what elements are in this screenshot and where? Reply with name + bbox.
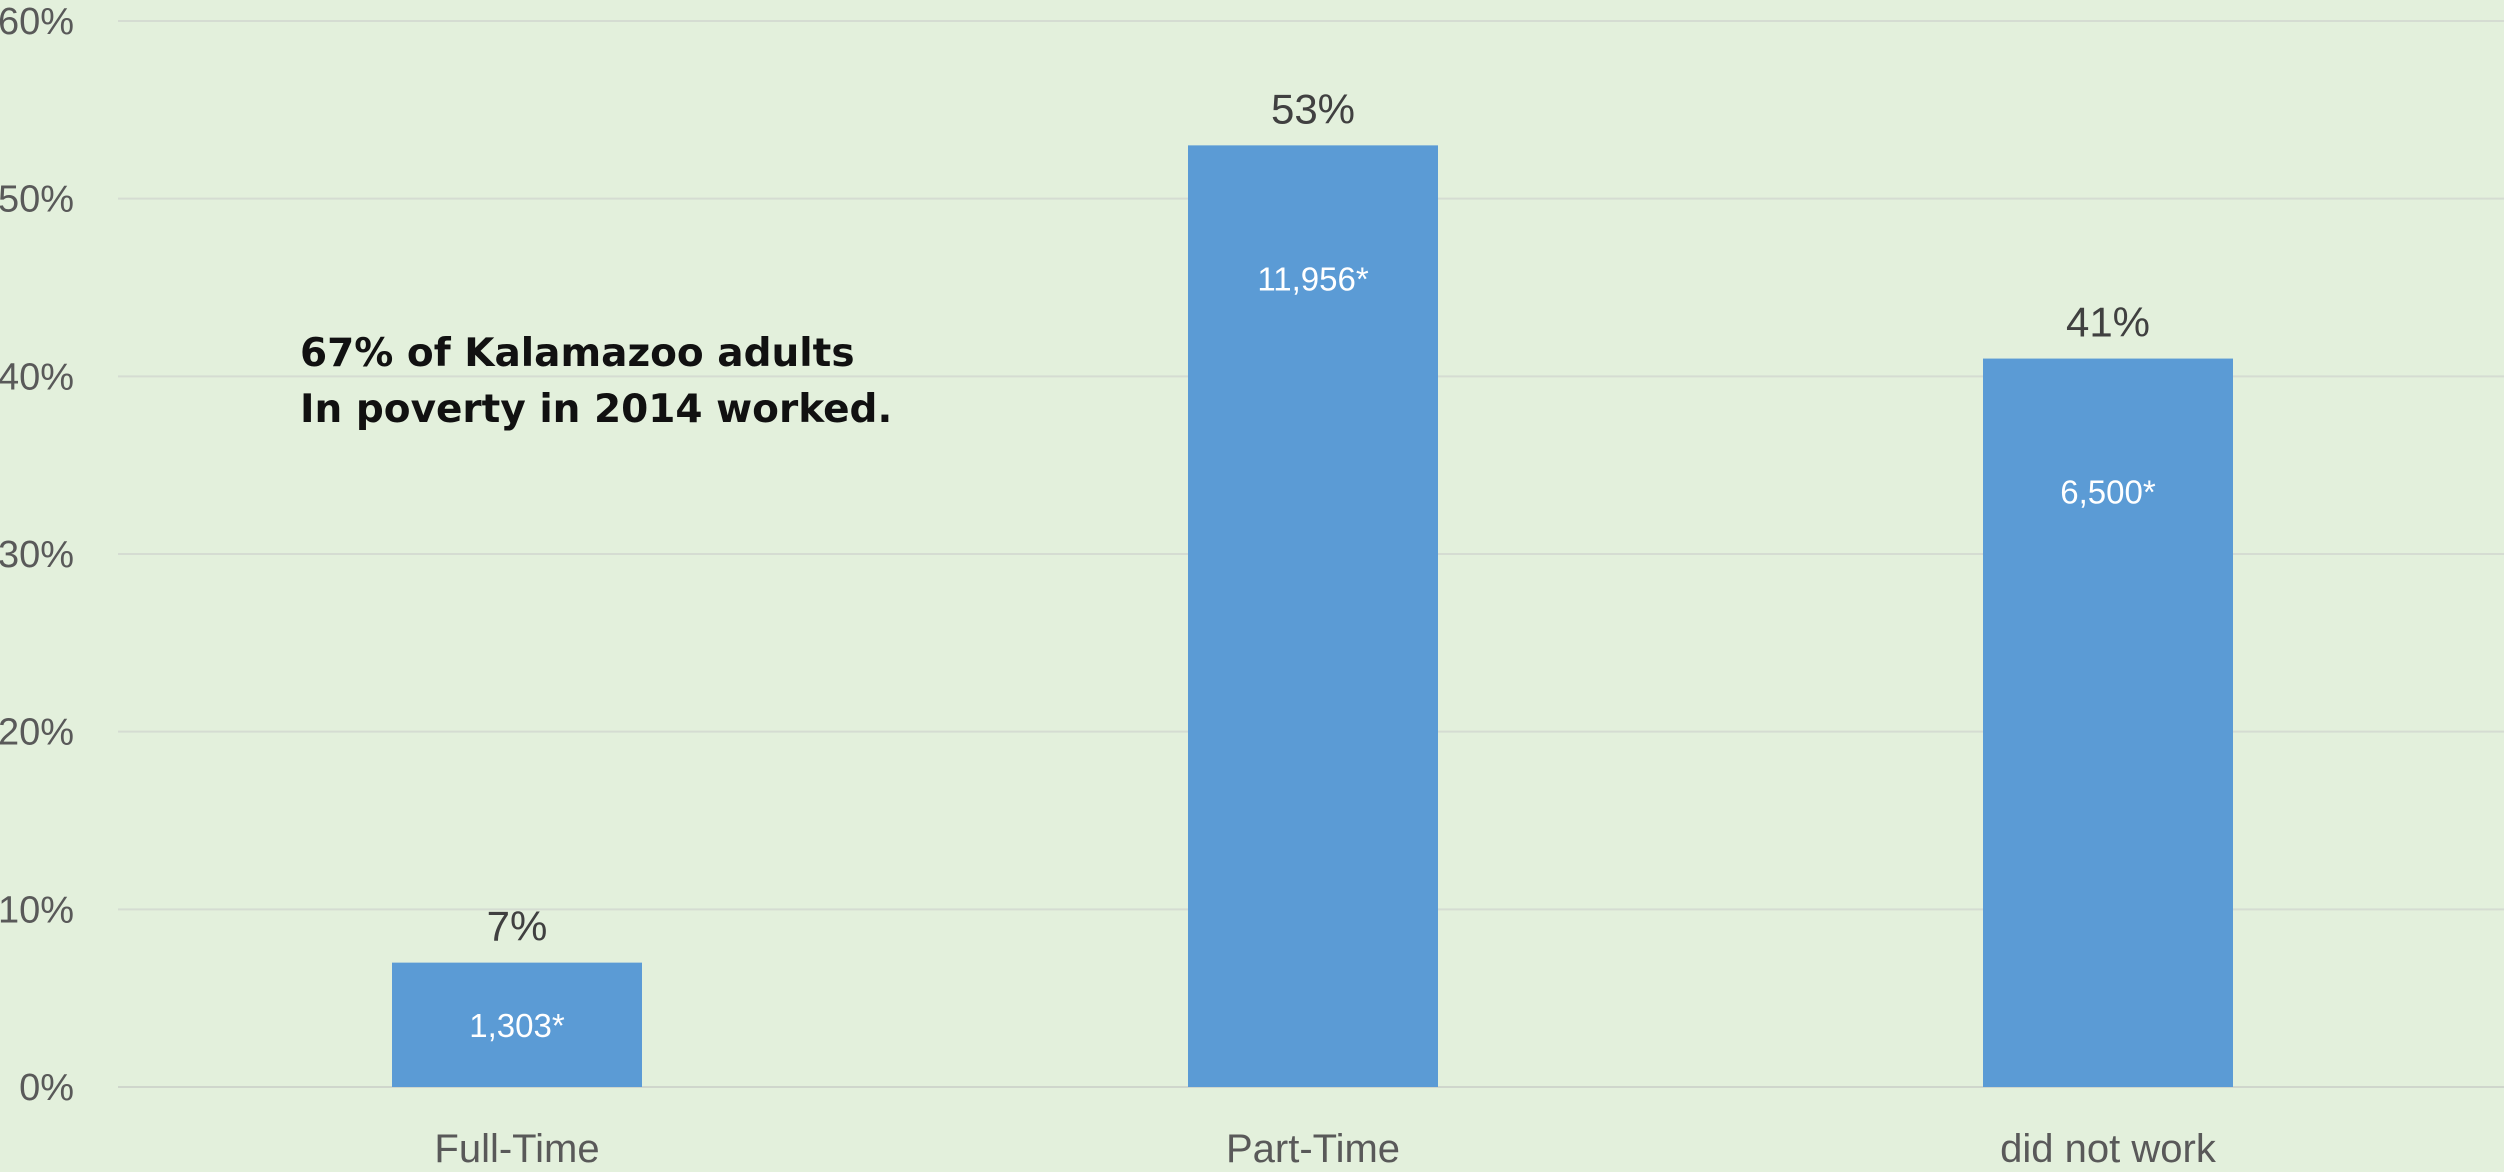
y-tick-label: 0% (19, 1067, 74, 1109)
y-tick-label: 60% (0, 1, 74, 43)
x-tick-label: Full-Time (434, 1127, 599, 1167)
chart-annotation: 67% of Kalamazoo adults In poverty in 20… (300, 326, 892, 438)
bar-count-label: 6,500* (2060, 474, 2156, 511)
y-tick-label: 30% (0, 534, 74, 576)
y-tick-label: 50% (0, 179, 74, 221)
bar-value-label: 41% (2066, 299, 2150, 346)
bar-value-label: 7% (487, 903, 548, 950)
y-tick-label: 40% (0, 356, 74, 398)
annotation-line-2: In poverty in 2014 worked. (300, 387, 893, 432)
y-tick-label: 10% (0, 889, 74, 931)
bar (1188, 145, 1438, 1087)
bar-count-label: 1,303* (469, 1007, 565, 1044)
x-tick-label: Part-Time (1226, 1127, 1400, 1167)
bar-count-label: 11,956* (1257, 260, 1368, 297)
y-tick-label: 20% (0, 712, 74, 754)
bar (392, 962, 642, 1087)
bar (1983, 358, 2233, 1088)
bar-value-label: 53% (1271, 85, 1355, 132)
annotation-line-1: 67% of Kalamazoo adults (300, 331, 855, 376)
x-tick-label: did not work (2000, 1127, 2217, 1167)
